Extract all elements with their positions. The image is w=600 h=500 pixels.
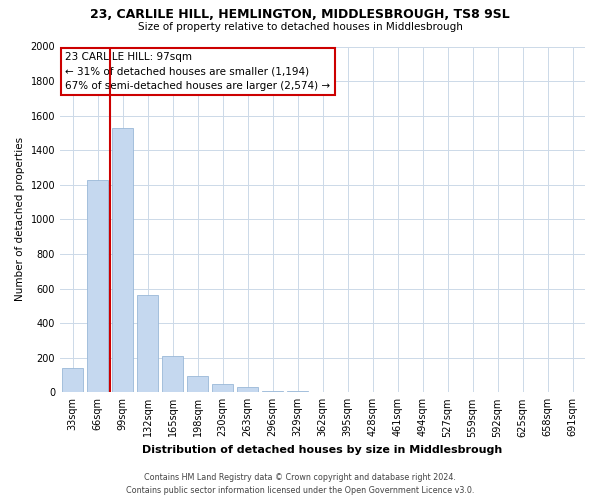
- Y-axis label: Number of detached properties: Number of detached properties: [15, 138, 25, 302]
- Bar: [212, 384, 233, 392]
- X-axis label: Distribution of detached houses by size in Middlesbrough: Distribution of detached houses by size …: [142, 445, 503, 455]
- Bar: [62, 368, 83, 392]
- Bar: [237, 387, 258, 392]
- Bar: [187, 376, 208, 392]
- Bar: [112, 128, 133, 392]
- Bar: [262, 390, 283, 392]
- Bar: [162, 356, 183, 393]
- Text: 23, CARLILE HILL, HEMLINGTON, MIDDLESBROUGH, TS8 9SL: 23, CARLILE HILL, HEMLINGTON, MIDDLESBRO…: [90, 8, 510, 20]
- Bar: [137, 296, 158, 392]
- Bar: [87, 180, 108, 392]
- Text: Contains HM Land Registry data © Crown copyright and database right 2024.
Contai: Contains HM Land Registry data © Crown c…: [126, 474, 474, 495]
- Text: Size of property relative to detached houses in Middlesbrough: Size of property relative to detached ho…: [137, 22, 463, 32]
- Text: 23 CARLILE HILL: 97sqm
← 31% of detached houses are smaller (1,194)
67% of semi-: 23 CARLILE HILL: 97sqm ← 31% of detached…: [65, 52, 331, 92]
